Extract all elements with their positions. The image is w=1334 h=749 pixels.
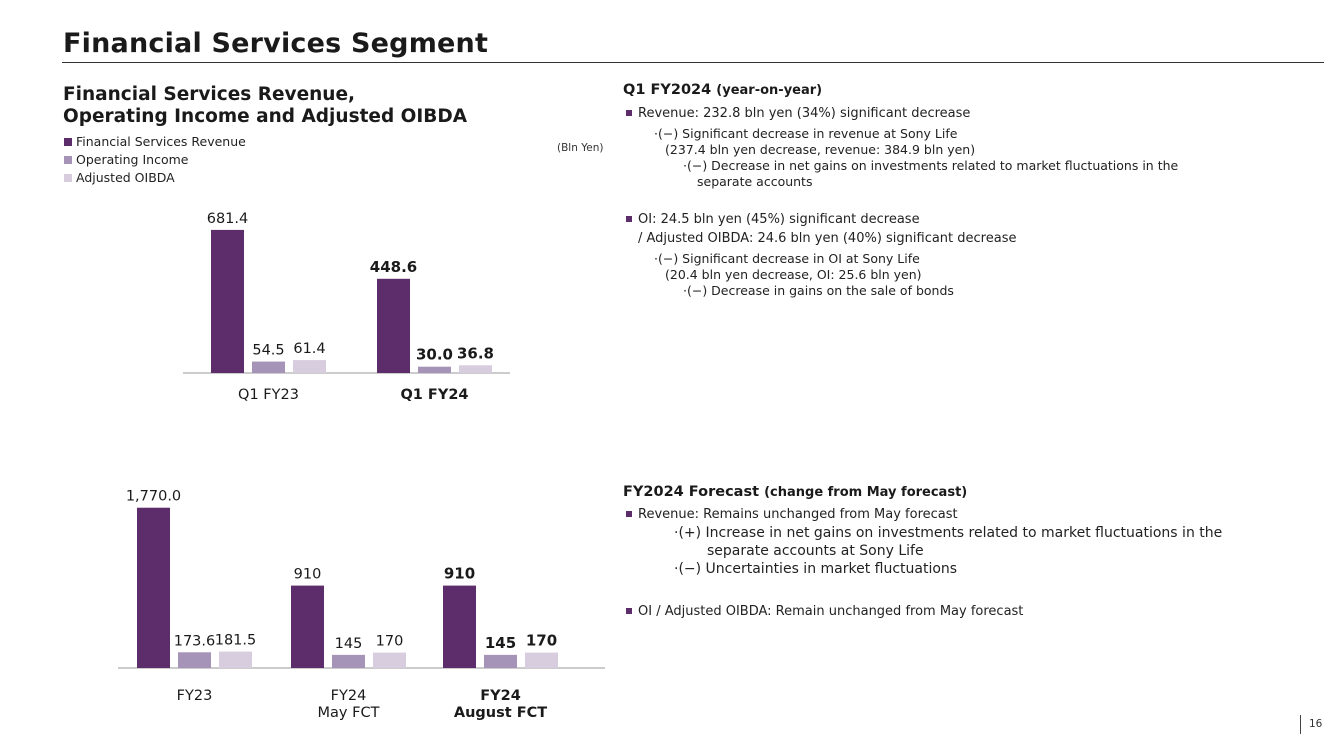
page-title: Financial Services Segment: [63, 28, 489, 59]
forecast-heading-main: FY2024 Forecast: [623, 484, 760, 500]
chart-legend: Financial Services Revenue Operating Inc…: [64, 133, 246, 187]
q1-revenue-detail-1: ·(−) Significant decrease in revenue at …: [654, 126, 958, 141]
bar-operating-income-2: [484, 654, 517, 668]
bullet-icon: [626, 608, 632, 614]
bar-revenue-2: [443, 585, 476, 668]
bar-operating-income-0: [252, 361, 285, 373]
forecast-revenue-detail-1-cont: separate accounts at Sony Life: [707, 543, 924, 559]
category-label-2-line1: August FCT: [454, 705, 547, 721]
q1-oi-detail-1-cont: (20.4 bln yen decrease, OI: 25.6 bln yen…: [665, 267, 922, 282]
q1-oi-details: ·(−) Significant decrease in OI at Sony …: [623, 251, 1178, 299]
bar-operating-income-1: [418, 366, 451, 373]
data-label-operating-income-1: 145: [335, 636, 363, 652]
data-label-revenue-1: 448.6: [370, 258, 417, 276]
legend-item-revenue: Financial Services Revenue: [64, 133, 246, 151]
data-label-adjusted-oibda-2: 170: [526, 632, 557, 650]
data-label-operating-income-0: 173.6: [174, 633, 216, 649]
forecast-commentary: FY2024 Forecast (change from May forecas…: [623, 484, 1222, 621]
forecast-revenue-details: ·(+) Increase in net gains on investment…: [623, 524, 1222, 578]
legend-swatch-adjusted-oibda: [64, 174, 72, 182]
chart-section-title-line1: Financial Services Revenue,: [63, 84, 356, 105]
legend-label-operating-income: Operating Income: [76, 152, 189, 167]
forecast-bullet-oi-text: OI / Adjusted OIBDA: Remain unchanged fr…: [638, 604, 1024, 619]
q1-revenue-detail-2: ·(−) Decrease in net gains on investment…: [683, 158, 1179, 173]
chart-section-title-line2: Operating Income and Adjusted OIBDA: [63, 106, 468, 127]
legend-label-adjusted-oibda: Adjusted OIBDA: [76, 170, 175, 185]
bullet-icon: [626, 110, 632, 116]
q1-bullet-oibda-text: / Adjusted OIBDA: 24.6 bln yen (40%) sig…: [638, 231, 1017, 246]
page-number: 16: [1309, 718, 1323, 730]
bullet-icon: [626, 511, 632, 517]
legend-label-revenue: Financial Services Revenue: [76, 134, 246, 149]
legend-swatch-operating-income: [64, 156, 72, 164]
bar-revenue-0: [211, 229, 244, 373]
data-label-operating-income-0: 54.5: [252, 343, 284, 359]
bar-adjusted-oibda-0: [219, 651, 252, 668]
q1-bullet-oi-text: OI: 24.5 bln yen (45%) significant decre…: [638, 212, 920, 227]
bar-adjusted-oibda-1: [459, 365, 492, 373]
legend-swatch-revenue: [64, 138, 72, 146]
forecast-heading-sub: (change from May forecast): [764, 485, 968, 500]
data-label-revenue-1: 910: [294, 567, 322, 583]
data-label-adjusted-oibda-0: 61.4: [293, 341, 325, 357]
bar-operating-income-1: [332, 654, 365, 668]
title-divider: [62, 62, 1324, 63]
chart-section-title: Financial Services Revenue, Operating In…: [63, 84, 467, 128]
bar-adjusted-oibda-2: [525, 652, 558, 668]
forecast-heading: FY2024 Forecast (change from May forecas…: [623, 484, 1222, 500]
bar-adjusted-oibda-1: [373, 652, 406, 668]
forecast-bullet-revenue-text: Revenue: Remains unchanged from May fore…: [638, 507, 958, 522]
q1-heading-main: Q1 FY2024: [623, 82, 712, 98]
unit-label: (Bln Yen): [557, 142, 604, 154]
q1-oi-detail-2: ·(−) Decrease in gains on the sale of bo…: [683, 283, 954, 298]
forecast-bullet-oi: OI / Adjusted OIBDA: Remain unchanged fr…: [623, 602, 1222, 621]
forecast-revenue-detail-2: ·(−) Uncertainties in market fluctuation…: [674, 561, 958, 577]
bullet-icon: [626, 216, 632, 222]
q1-bullet-oi: OI: 24.5 bln yen (45%) significant decre…: [623, 210, 1178, 229]
data-label-adjusted-oibda-1: 36.8: [457, 344, 494, 362]
q1-revenue-detail-1-cont: (237.4 bln yen decrease, revenue: 384.9 …: [665, 142, 976, 157]
category-label-2-line0: FY24: [480, 688, 521, 704]
page-number-divider: [1300, 715, 1301, 734]
data-label-adjusted-oibda-1: 170: [376, 634, 404, 650]
data-label-operating-income-2: 145: [485, 634, 516, 652]
q1-heading-sub: (year-on-year): [716, 83, 823, 98]
q1-oi-detail-1: ·(−) Significant decrease in OI at Sony …: [654, 251, 920, 266]
category-label-0: Q1 FY23: [238, 387, 299, 403]
q1-bullet-revenue: Revenue: 232.8 bln yen (34%) significant…: [623, 104, 1178, 123]
forecast-revenue-detail-1: ·(+) Increase in net gains on investment…: [674, 525, 1223, 541]
category-label-1-line0: FY24: [331, 688, 367, 704]
data-label-revenue-0: 681.4: [207, 211, 249, 227]
q1-heading: Q1 FY2024 (year-on-year): [623, 82, 1178, 98]
data-label-adjusted-oibda-0: 181.5: [215, 633, 257, 649]
legend-item-adjusted-oibda: Adjusted OIBDA: [64, 169, 246, 187]
bar-operating-income-0: [178, 652, 211, 668]
data-label-revenue-0: 1,770.0: [126, 489, 181, 505]
bar-adjusted-oibda-0: [293, 360, 326, 373]
q1-revenue-details: ·(−) Significant decrease in revenue at …: [623, 126, 1178, 190]
data-label-operating-income-1: 30.0: [416, 346, 453, 364]
bar-revenue-1: [291, 585, 324, 668]
bar-revenue-1: [377, 278, 410, 373]
bar-revenue-0: [137, 507, 170, 668]
category-label-1: Q1 FY24: [400, 387, 468, 403]
category-label-1-line1: May FCT: [318, 705, 380, 721]
legend-item-operating-income: Operating Income: [64, 151, 246, 169]
forecast-bullet-revenue: Revenue: Remains unchanged from May fore…: [623, 505, 1222, 524]
q1-revenue-detail-2-cont: separate accounts: [697, 174, 813, 189]
q1-bullet-revenue-text: Revenue: 232.8 bln yen (34%) significant…: [638, 106, 971, 121]
category-label-0: FY23: [177, 688, 213, 704]
data-label-revenue-2: 910: [444, 565, 475, 583]
q1-commentary: Q1 FY2024 (year-on-year) Revenue: 232.8 …: [623, 82, 1178, 299]
